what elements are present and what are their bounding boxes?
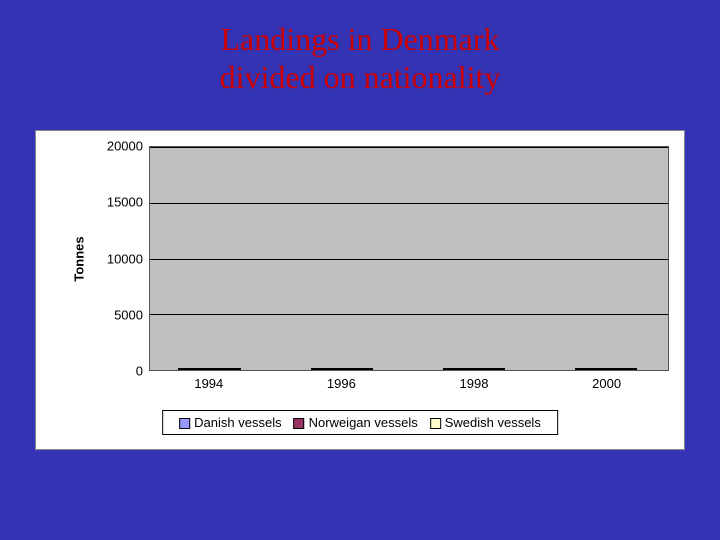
x-labels-row: 1994 1996 1998 2000 [149,376,669,396]
gridline [150,203,668,204]
x-tick-label: 1994 [194,376,223,391]
y-tick-column: 05000100001500020000 [99,146,149,371]
gridline [150,147,668,148]
legend-label: Danish vessels [194,415,281,430]
y-tick-label: 5000 [114,307,143,322]
gridline [150,314,668,315]
legend-item: Norweigan vessels [294,415,418,430]
chart-panel: Tonnes 0 5000 10000 15000 20000 1994 1996 1998… [35,130,685,450]
chart-title: Landings in Denmark divided on nationali… [0,0,720,97]
x-tick-label: 2000 [592,376,621,391]
legend-item: Swedish vessels [430,415,541,430]
legend-swatch [179,418,190,429]
title-line2: divided on nationality [220,59,501,95]
gridline [150,259,668,260]
legend-label: Norweigan vessels [309,415,418,430]
y-tick-label: 10000 [107,251,143,266]
y-axis-label: Tonnes [72,236,87,281]
bar-segment [443,368,505,370]
bar-segment [178,368,240,370]
plot-area [149,146,669,371]
y-tick-label: 20000 [107,139,143,154]
title-line1: Landings in Denmark [220,21,499,57]
x-tick-label: 1996 [327,376,356,391]
legend: Danish vessels Norweigan vessels Swedish v… [162,410,558,435]
legend-item: Danish vessels [179,415,281,430]
plot-wrapper: Tonnes 05000100001500020000 [71,146,669,371]
legend-swatch [430,418,441,429]
legend-swatch [294,418,305,429]
bar-segment [311,368,373,370]
bar-segment [575,368,637,370]
y-tick-label: 15000 [107,195,143,210]
x-tick-label: 1998 [460,376,489,391]
y-tick-label: 0 [136,364,143,379]
legend-label: Swedish vessels [445,415,541,430]
